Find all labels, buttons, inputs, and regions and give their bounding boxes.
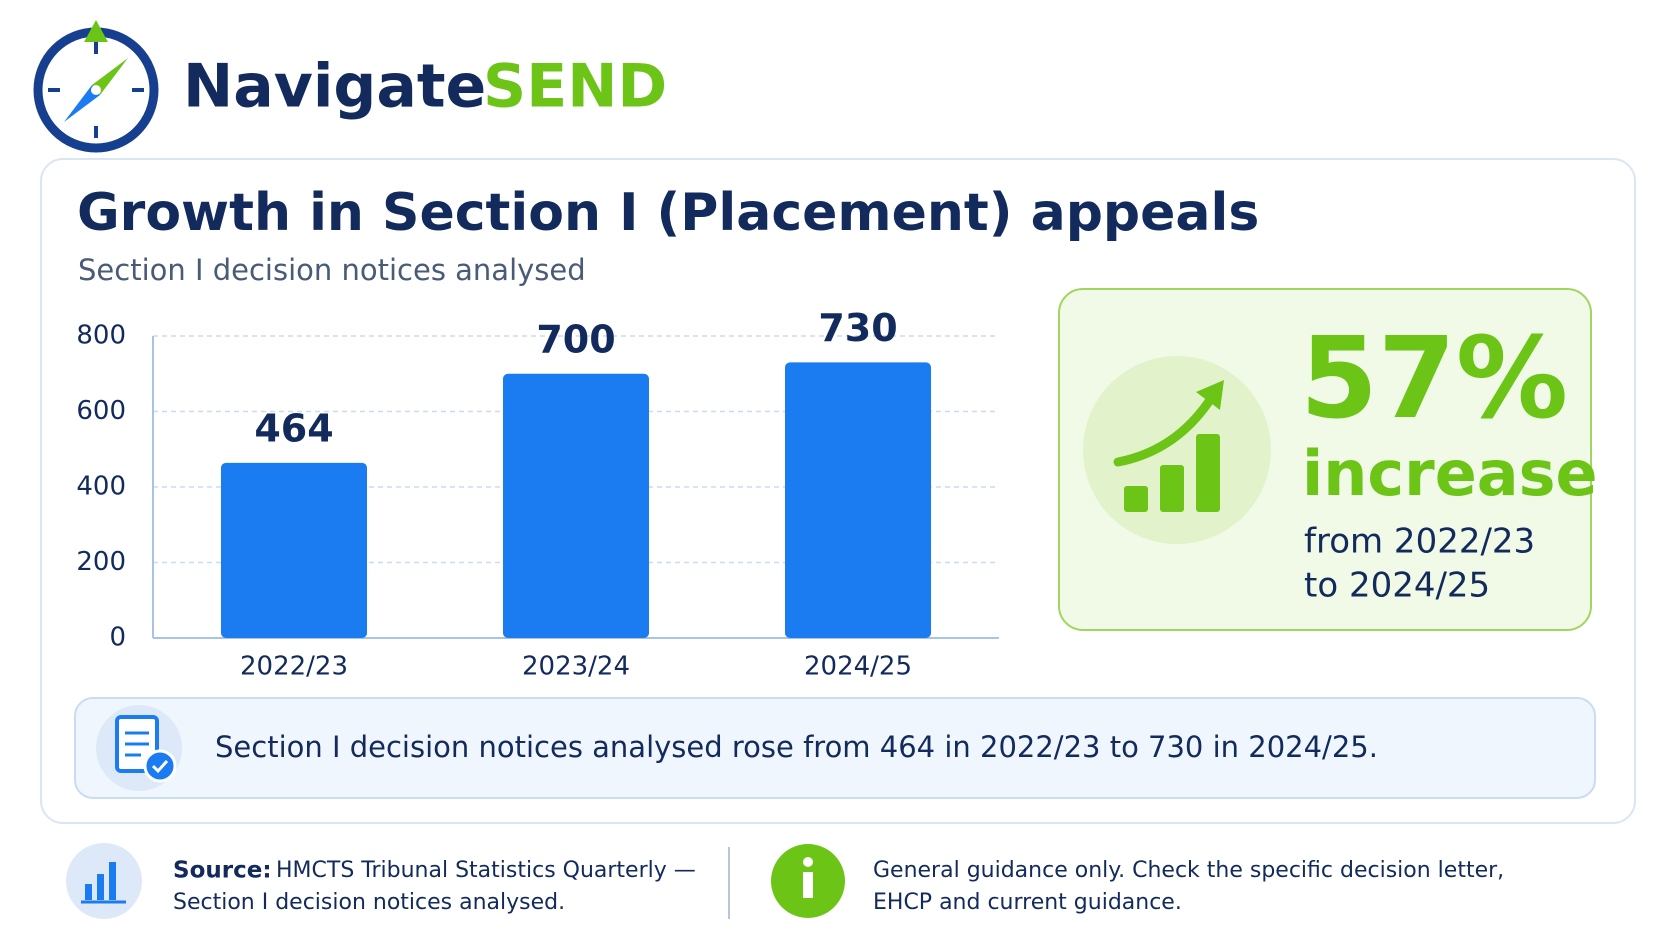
disclaimer: General guidance only. Check the specifi… — [873, 858, 1504, 883]
y-tick-label: 400 — [76, 472, 126, 502]
disclaimer: EHCP and current guidance. — [873, 890, 1182, 915]
growth-icon — [1083, 356, 1271, 544]
info-icon — [771, 844, 845, 918]
brand-name: Navigate — [183, 52, 486, 122]
bar — [785, 362, 931, 638]
source-label: Source: — [173, 858, 272, 884]
chart-subtitle: Section I decision notices analysed — [78, 253, 586, 287]
callout-detail: from 2022/23 — [1304, 522, 1535, 562]
bar — [221, 462, 367, 638]
source-text: HMCTS Tribunal Statistics Quarterly — — [276, 858, 696, 883]
y-tick-label: 600 — [76, 396, 126, 426]
logo — [33, 20, 159, 153]
callout-value: 57% — [1300, 314, 1568, 444]
x-tick-label: 2022/23 — [240, 652, 348, 682]
source-text: Section I decision notices analysed. — [173, 890, 565, 915]
chart-icon — [66, 843, 142, 919]
x-tick-label: 2023/24 — [522, 652, 630, 682]
value-label: 464 — [254, 406, 333, 450]
document-icon — [96, 705, 182, 791]
value-label: 730 — [818, 306, 897, 350]
callout-detail: to 2024/25 — [1304, 566, 1490, 606]
y-tick-label: 0 — [109, 623, 126, 653]
value-label: 700 — [536, 317, 615, 361]
note-text: Section I decision notices analysed rose… — [215, 730, 1378, 764]
y-tick-label: 800 — [76, 321, 126, 351]
plot: 0 200 400 600 800 2022/23 464 2023/24 700 2024/25… — [76, 306, 999, 682]
note-box — [74, 697, 1596, 799]
y-tick-label: 200 — [76, 547, 126, 577]
x-tick-label: 2024/25 — [804, 652, 912, 682]
brand-accent: SEND — [483, 52, 667, 122]
chart-title: Growth in Section I (Placement) appeals — [77, 183, 1259, 243]
callout-label: increase — [1302, 437, 1598, 510]
bar — [503, 373, 649, 638]
